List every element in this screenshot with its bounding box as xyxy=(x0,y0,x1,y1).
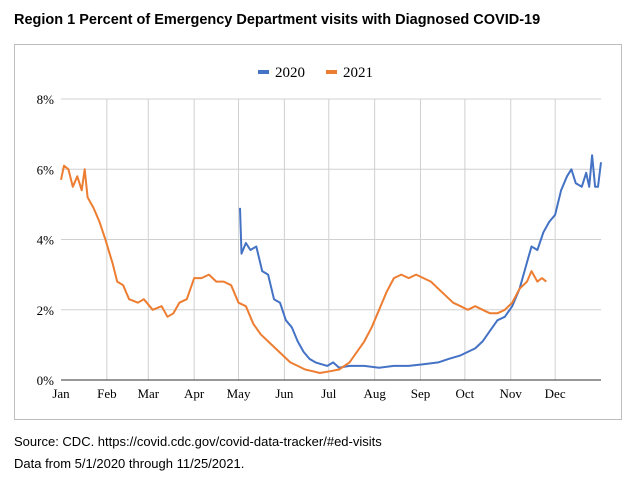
y-tick-label: 2% xyxy=(37,303,55,318)
series-line-2020 xyxy=(239,154,602,369)
x-tick-label: May xyxy=(227,386,251,401)
x-tick-label: Apr xyxy=(184,386,205,401)
x-tick-label: Aug xyxy=(363,386,386,401)
date-range-text: Data from 5/1/2020 through 11/25/2021. xyxy=(14,456,245,471)
series-line-2021 xyxy=(60,164,547,374)
legend-swatch-2021 xyxy=(326,70,337,74)
y-tick-label: 8% xyxy=(37,92,55,107)
chart-frame xyxy=(14,44,622,420)
series-lines xyxy=(60,154,602,374)
y-tick-label: 4% xyxy=(37,233,55,248)
legend: 2020 2021 xyxy=(258,65,373,81)
x-tick-label: Dec xyxy=(545,386,566,401)
x-tick-label: Feb xyxy=(97,386,117,401)
y-tick-label: 0% xyxy=(37,373,55,388)
y-tick-label: 6% xyxy=(37,162,55,177)
x-tick-label: Jan xyxy=(52,386,70,401)
x-tick-label: Oct xyxy=(455,386,474,401)
x-tick-label: Jun xyxy=(275,386,294,401)
legend-label-2021: 2021 xyxy=(343,65,373,81)
x-tick-label: Jul xyxy=(321,386,337,401)
source-text: Source: CDC. https://covid.cdc.gov/covid… xyxy=(14,434,382,449)
axis-ticks: 0% 2% 4% 6% 8% Jan Feb Mar Apr May Jun Jul Aug Sep Oct… xyxy=(37,92,566,401)
legend-label-2020: 2020 xyxy=(275,65,305,81)
x-tick-label: Nov xyxy=(500,386,523,401)
gridlines xyxy=(61,98,601,381)
chart-title: Region 1 Percent of Emergency Department… xyxy=(14,12,541,28)
x-tick-label: Mar xyxy=(137,386,159,401)
x-tick-label: Sep xyxy=(411,386,431,401)
legend-swatch-2020 xyxy=(258,70,269,74)
